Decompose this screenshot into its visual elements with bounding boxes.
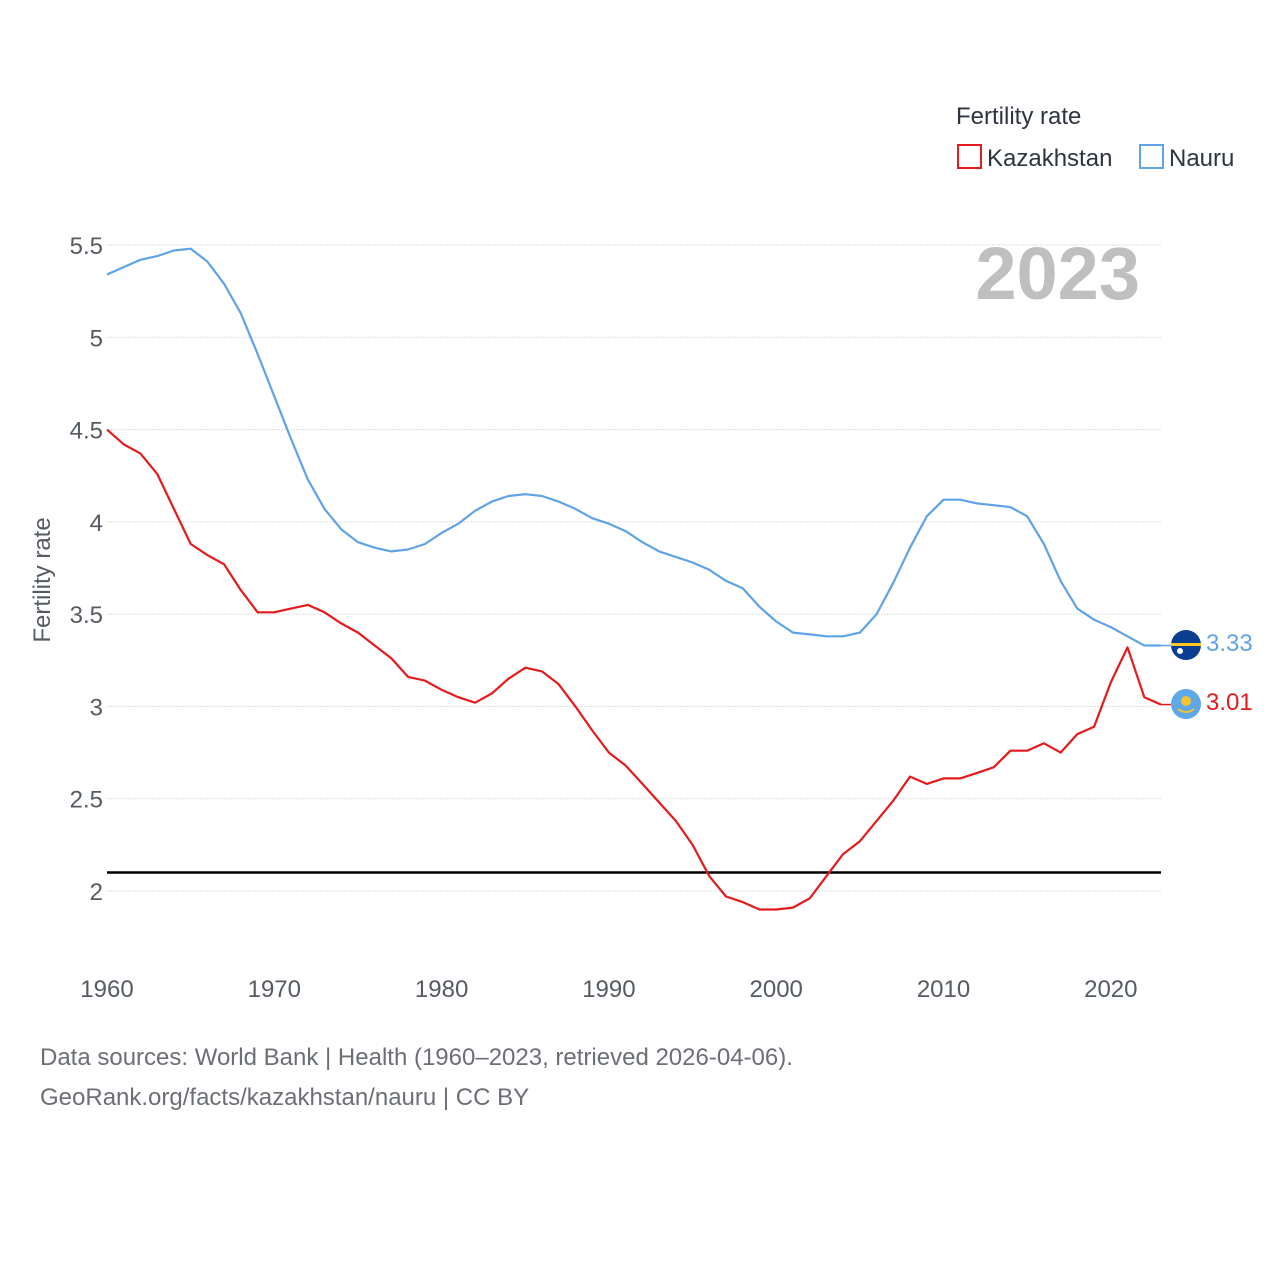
x-tick-label: 2010: [917, 976, 970, 1003]
y-tick-label: 5: [90, 325, 103, 352]
y-tick-label: 2: [90, 879, 103, 906]
x-tick-label: 1970: [248, 976, 301, 1003]
x-tick-label: 1990: [582, 976, 635, 1003]
legend-label-kazakhstan: Kazakhstan: [987, 145, 1112, 172]
y-tick-label: 4.5: [70, 418, 103, 445]
footer-sources: Data sources: World Bank | Health (1960–…: [40, 1044, 793, 1071]
x-axis-ticks: 1960 1970 1980 1990 2000 2010 2020: [80, 976, 1137, 1003]
y-axis-title: Fertility rate: [29, 517, 56, 642]
x-tick-label: 1980: [415, 976, 468, 1003]
legend-item-nauru[interactable]: Nauru: [1139, 144, 1234, 172]
series-lines: [106, 247, 1171, 911]
series-line-kazakhstan[interactable]: [106, 428, 1162, 911]
footer-credit[interactable]: GeoRank.org/facts/kazakhstan/nauru | CC …: [40, 1084, 530, 1111]
kazakhstan-end-label: 3.01: [1206, 689, 1253, 716]
gridlines: [107, 244, 1161, 892]
legend-label-nauru: Nauru: [1169, 145, 1234, 172]
legend: Fertility rate Kazakhstan Nauru: [956, 103, 1234, 172]
nauru-flag-icon: [1171, 630, 1201, 660]
kazakhstan-end-marker: 3.01: [1171, 689, 1253, 719]
y-tick-label: 3: [90, 694, 103, 721]
x-tick-label: 1960: [80, 976, 133, 1003]
line-chart: 2 2.5 3 3.5 4 4.5 5 5.5 1960 1970 1980 1990 2000 201…: [29, 103, 1253, 1003]
y-tick-label: 4: [90, 510, 103, 537]
legend-item-kazakhstan[interactable]: Kazakhstan: [957, 144, 1112, 172]
legend-swatch-kazakhstan: [957, 144, 982, 169]
year-label: 2023: [975, 232, 1140, 315]
x-tick-label: 2000: [750, 976, 803, 1003]
y-axis-ticks: 2 2.5 3 3.5 4 4.5 5 5.5: [70, 233, 103, 906]
nauru-end-label: 3.33: [1206, 630, 1253, 657]
y-tick-label: 5.5: [70, 233, 103, 260]
x-tick-label: 2020: [1084, 976, 1137, 1003]
series-line-nauru[interactable]: [106, 247, 1161, 647]
legend-title: Fertility rate: [956, 103, 1081, 130]
y-tick-label: 3.5: [70, 602, 103, 629]
legend-swatch-nauru: [1139, 144, 1164, 169]
nauru-end-marker: 3.33: [1171, 630, 1253, 660]
kazakhstan-flag-icon: [1171, 689, 1201, 719]
y-tick-label: 2.5: [70, 787, 103, 814]
